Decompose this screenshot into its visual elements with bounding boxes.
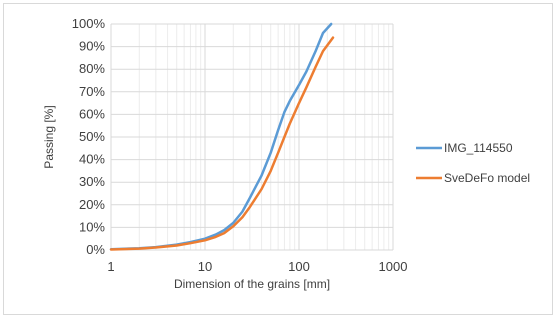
y-tick-label: 10% bbox=[79, 219, 105, 234]
x-tick-label: 1000 bbox=[379, 259, 408, 274]
y-tick-label: 40% bbox=[79, 152, 105, 167]
legend: IMG_114550 SveDeFo model bbox=[416, 141, 530, 185]
tick-layer: 0% 10% 20% 30% 40% 50% 60% 70% 80% 90% 100% 1 10 100 1… bbox=[72, 16, 408, 274]
x-tick-label: 100 bbox=[288, 259, 310, 274]
y-tick-label: 70% bbox=[79, 84, 105, 99]
x-tick-label: 1 bbox=[107, 259, 114, 274]
legend-label-1: IMG_114550 bbox=[444, 141, 513, 155]
series-layer bbox=[109, 22, 335, 251]
x-axis-title: Dimension of the grains [mm] bbox=[174, 277, 330, 291]
y-tick-label: 0% bbox=[86, 242, 105, 257]
series-line-2 bbox=[109, 36, 335, 251]
y-tick-label: 100% bbox=[72, 16, 106, 31]
y-tick-label: 60% bbox=[79, 106, 105, 121]
x-tick-label: 10 bbox=[198, 259, 212, 274]
legend-label-2: SveDeFo model bbox=[444, 171, 530, 185]
y-axis-title: Passing [%] bbox=[42, 105, 56, 168]
y-tick-label: 80% bbox=[79, 61, 105, 76]
grid-layer bbox=[110, 23, 394, 251]
y-tick-label: 20% bbox=[79, 197, 105, 212]
y-tick-label: 50% bbox=[79, 129, 105, 144]
y-tick-label: 30% bbox=[79, 174, 105, 189]
y-tick-label: 90% bbox=[79, 39, 105, 54]
